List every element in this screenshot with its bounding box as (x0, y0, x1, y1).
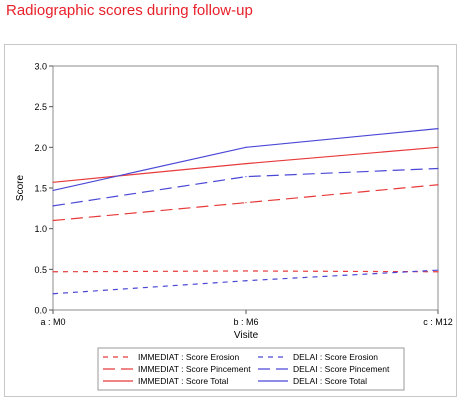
data-point (52, 293, 54, 295)
legend-box (97, 347, 405, 391)
y-tick-label: 0.0 (34, 306, 47, 316)
legend-label: DELAI : Score Total (293, 376, 367, 386)
page-title: Radiographic scores during follow-up (6, 2, 253, 19)
data-point (52, 219, 54, 222)
data-point (437, 167, 439, 170)
legend-label: DELAI : Score Pincement (293, 364, 390, 374)
legend: IMMEDIAT : Score Erosion DELAI : Score Er… (103, 352, 390, 386)
y-tick-label: 2.5 (34, 102, 47, 112)
x-tick-label: c : M12 (423, 317, 453, 327)
data-point (52, 271, 54, 273)
data-point (245, 270, 247, 272)
series-line (52, 184, 439, 222)
y-tick-label: 1.5 (34, 184, 47, 194)
series-lines (52, 128, 439, 295)
data-point (245, 202, 247, 204)
x-axis-label: Visite (234, 330, 259, 341)
data-point (437, 184, 439, 186)
legend-label: IMMEDIAT : Score Pincement (138, 364, 251, 374)
series-line (52, 167, 439, 207)
data-point (52, 189, 54, 192)
x-axis: a : M0 b : M6 c : M12 (40, 310, 453, 327)
y-tick-label: 2.0 (34, 143, 47, 153)
y-axis: 0.0 0.5 1.0 1.5 2.0 2.5 3.0 (34, 62, 53, 316)
legend-label: IMMEDIAT : Score Erosion (138, 352, 240, 362)
data-point (52, 205, 54, 207)
data-point (245, 163, 247, 165)
y-tick-label: 1.0 (34, 224, 47, 234)
data-point (245, 280, 247, 282)
legend-label: IMMEDIAT : Score Total (138, 376, 228, 386)
plot-area (52, 65, 439, 311)
y-tick-label: 3.0 (34, 62, 47, 72)
data-point (437, 128, 439, 130)
data-point (437, 271, 439, 273)
x-tick-label: b : M6 (233, 317, 258, 327)
data-point (437, 146, 439, 148)
data-point (52, 181, 54, 183)
y-axis-label: Score (15, 175, 26, 202)
legend-label: DELAI : Score Erosion (293, 352, 378, 362)
x-tick-label: a : M0 (40, 317, 65, 327)
y-tick-label: 0.5 (34, 265, 47, 275)
data-point (245, 176, 247, 178)
data-point (245, 146, 247, 148)
data-point (437, 269, 439, 271)
